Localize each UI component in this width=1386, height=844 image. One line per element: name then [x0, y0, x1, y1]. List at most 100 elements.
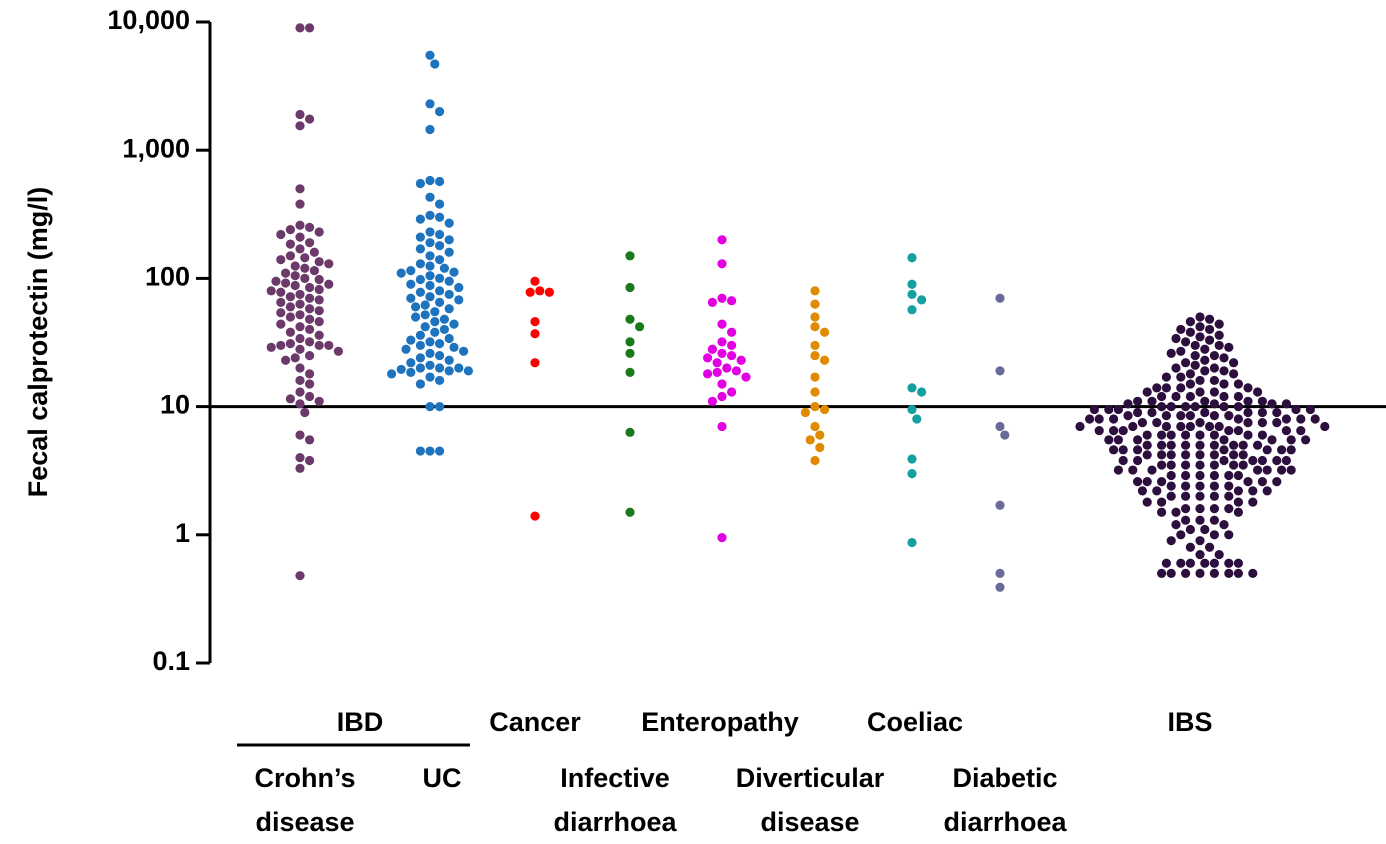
data-point — [415, 259, 425, 269]
data-point — [1243, 477, 1253, 487]
data-point — [295, 289, 305, 300]
data-point — [1176, 530, 1186, 540]
data-point — [717, 235, 727, 245]
data-point — [1229, 460, 1239, 470]
data-point — [290, 353, 300, 363]
data-point — [1133, 396, 1143, 406]
data-point — [1104, 435, 1114, 445]
data-point — [1219, 455, 1229, 466]
data-point — [1161, 372, 1171, 382]
data-point — [1166, 440, 1176, 450]
data-point — [1229, 450, 1239, 460]
data-point — [717, 293, 727, 303]
data-point — [717, 421, 727, 432]
data-point — [309, 266, 319, 276]
data-point — [917, 295, 927, 305]
data-point — [1181, 515, 1191, 525]
data-point — [907, 289, 917, 300]
data-point — [285, 239, 295, 249]
data-point — [722, 363, 732, 373]
data-point — [295, 333, 305, 344]
data-point — [435, 273, 445, 283]
data-point — [454, 295, 464, 305]
data-point — [300, 407, 310, 418]
data-point — [285, 292, 295, 302]
data-point — [435, 350, 445, 361]
y-tick-label: 0.1 — [152, 646, 190, 676]
data-point — [415, 178, 425, 189]
data-point — [285, 225, 295, 235]
data-point — [1185, 369, 1195, 379]
data-point — [1171, 391, 1181, 402]
data-point — [444, 366, 454, 376]
data-point — [1195, 568, 1205, 578]
data-point — [1166, 450, 1176, 460]
data-point — [266, 342, 276, 352]
data-point — [314, 295, 324, 305]
data-point — [810, 340, 820, 351]
data-point — [1243, 430, 1253, 440]
data-point — [1209, 504, 1219, 514]
data-point — [717, 337, 727, 347]
data-point — [1185, 411, 1195, 421]
data-point — [1262, 445, 1272, 455]
data-point — [810, 455, 820, 466]
data-point — [1176, 372, 1186, 382]
data-point — [1195, 375, 1205, 386]
data-point — [285, 394, 295, 404]
data-point — [995, 582, 1005, 592]
data-point — [1166, 402, 1176, 412]
data-point — [305, 379, 315, 389]
data-point — [411, 312, 421, 322]
data-point — [1142, 497, 1152, 507]
data-point — [1195, 387, 1205, 397]
data-point — [295, 199, 305, 209]
data-point — [1305, 404, 1315, 415]
data-point — [454, 282, 464, 293]
data-point — [1224, 568, 1234, 578]
data-point — [530, 329, 540, 339]
data-point — [314, 396, 324, 406]
data-point — [625, 251, 635, 261]
data-point — [1075, 421, 1085, 432]
data-point — [309, 247, 319, 257]
data-point — [1262, 486, 1272, 496]
data-point — [1142, 477, 1152, 487]
data-point — [1171, 520, 1181, 530]
data-point — [1142, 430, 1152, 440]
data-point — [435, 229, 445, 240]
data-point — [1157, 430, 1167, 440]
data-point — [281, 268, 291, 278]
data-point — [425, 124, 435, 135]
data-point — [300, 273, 310, 283]
data-point — [1195, 481, 1205, 491]
data-point — [1214, 421, 1224, 432]
data-point — [1166, 460, 1176, 470]
data-point — [1200, 558, 1210, 568]
data-point — [727, 340, 737, 351]
data-point — [406, 279, 416, 289]
data-point — [314, 227, 324, 237]
data-point — [1181, 337, 1191, 347]
data-point — [324, 340, 334, 351]
data-point — [1229, 358, 1239, 368]
data-point — [1118, 445, 1128, 455]
data-point — [290, 271, 300, 281]
data-point — [1195, 440, 1205, 450]
data-point — [1195, 450, 1205, 460]
data-point — [717, 391, 727, 402]
data-point — [1128, 421, 1138, 432]
data-point — [717, 348, 727, 359]
data-point — [1166, 348, 1176, 359]
data-point — [281, 355, 291, 365]
data-point — [625, 507, 635, 517]
data-point — [435, 339, 445, 349]
data-point — [625, 367, 635, 377]
data-point — [1281, 425, 1291, 436]
data-point — [1089, 404, 1099, 415]
data-point — [295, 244, 305, 254]
data-point — [1133, 407, 1143, 418]
data-point — [1181, 460, 1191, 470]
data-point — [425, 372, 435, 382]
data-point — [717, 259, 727, 269]
